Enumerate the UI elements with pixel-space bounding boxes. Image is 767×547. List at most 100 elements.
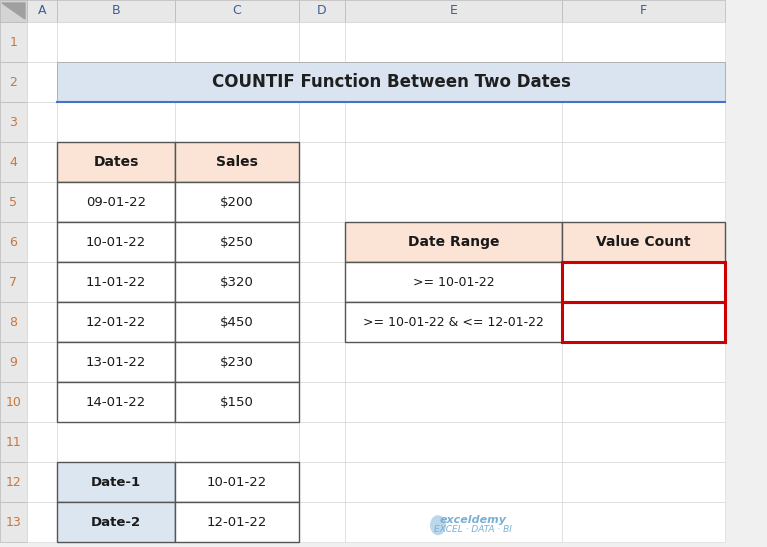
Bar <box>27 462 57 502</box>
Bar <box>345 182 562 222</box>
Text: F: F <box>640 4 647 18</box>
Bar <box>57 302 175 342</box>
Bar <box>57 382 175 422</box>
Text: 12-01-22: 12-01-22 <box>207 515 267 528</box>
Bar <box>345 222 562 262</box>
Bar <box>175 102 299 142</box>
Bar <box>0 0 27 22</box>
Bar <box>345 262 562 302</box>
Bar <box>345 382 562 422</box>
Bar <box>57 222 175 262</box>
Bar <box>27 62 57 102</box>
Bar <box>57 62 725 102</box>
Bar <box>562 62 725 102</box>
Bar <box>27 182 57 222</box>
Bar <box>57 342 175 382</box>
Bar <box>175 22 299 62</box>
Bar <box>175 142 299 182</box>
Bar <box>27 22 57 62</box>
Bar <box>299 182 345 222</box>
Bar <box>299 142 345 182</box>
Bar <box>175 422 299 462</box>
Text: Date Range: Date Range <box>408 235 499 249</box>
Bar <box>27 102 57 142</box>
Text: C: C <box>232 4 242 18</box>
Bar <box>0 462 27 502</box>
Bar <box>27 502 57 542</box>
Text: 5: 5 <box>9 195 18 208</box>
Text: Date-1: Date-1 <box>91 475 141 488</box>
Text: 11: 11 <box>5 435 21 449</box>
Bar <box>562 502 725 542</box>
Bar <box>57 62 175 102</box>
Bar <box>0 422 27 462</box>
Bar <box>299 22 345 62</box>
Text: 7: 7 <box>9 276 18 288</box>
Bar <box>562 462 725 502</box>
Bar <box>0 382 27 422</box>
Text: 13-01-22: 13-01-22 <box>86 356 146 369</box>
Text: $200: $200 <box>220 195 254 208</box>
Bar <box>562 262 725 302</box>
Bar <box>175 222 299 262</box>
Bar <box>0 62 27 102</box>
Text: EXCEL · DATA · BI: EXCEL · DATA · BI <box>434 526 512 534</box>
Text: 6: 6 <box>9 236 18 248</box>
Bar <box>299 382 345 422</box>
Text: COUNTIF Function Between Two Dates: COUNTIF Function Between Two Dates <box>212 73 571 91</box>
Bar <box>175 222 299 262</box>
Bar <box>27 222 57 262</box>
Text: A: A <box>38 4 46 18</box>
Bar <box>57 342 175 382</box>
Text: 09-01-22: 09-01-22 <box>86 195 146 208</box>
Bar <box>345 342 562 382</box>
Text: 10-01-22: 10-01-22 <box>86 236 146 248</box>
Text: >= 10-01-22: >= 10-01-22 <box>413 276 494 288</box>
Text: Sales: Sales <box>216 155 258 169</box>
Bar <box>562 102 725 142</box>
Bar <box>299 502 345 542</box>
Text: 11-01-22: 11-01-22 <box>86 276 146 288</box>
Bar <box>175 342 299 382</box>
Bar <box>57 422 175 462</box>
Bar <box>57 142 175 182</box>
Bar <box>345 102 562 142</box>
Bar <box>562 22 725 62</box>
Text: 3: 3 <box>9 115 18 129</box>
Text: 8: 8 <box>9 316 18 329</box>
Text: $250: $250 <box>220 236 254 248</box>
Bar <box>345 302 562 342</box>
Bar <box>0 262 27 302</box>
Bar <box>345 262 562 302</box>
Text: 10: 10 <box>5 395 21 409</box>
Text: $320: $320 <box>220 276 254 288</box>
Bar <box>562 142 725 182</box>
Bar <box>175 382 299 422</box>
Bar <box>175 182 299 222</box>
Bar <box>299 102 345 142</box>
Bar <box>0 142 27 182</box>
Bar <box>57 102 175 142</box>
Bar <box>175 342 299 382</box>
Text: 12-01-22: 12-01-22 <box>86 316 146 329</box>
Bar <box>175 262 299 302</box>
Bar <box>175 262 299 302</box>
Text: 9: 9 <box>9 356 18 369</box>
Bar <box>562 182 725 222</box>
Bar <box>175 382 299 422</box>
Ellipse shape <box>430 515 446 535</box>
Bar <box>175 302 299 342</box>
Bar <box>562 262 725 302</box>
Text: 4: 4 <box>9 155 18 168</box>
Bar <box>57 22 175 62</box>
Bar <box>175 462 299 502</box>
Bar <box>562 222 725 262</box>
Bar <box>345 502 562 542</box>
Bar <box>345 422 562 462</box>
Text: 10-01-22: 10-01-22 <box>207 475 267 488</box>
Bar <box>57 262 175 302</box>
Bar <box>299 342 345 382</box>
Bar <box>0 182 27 222</box>
Bar <box>0 22 27 62</box>
Bar <box>345 222 562 262</box>
